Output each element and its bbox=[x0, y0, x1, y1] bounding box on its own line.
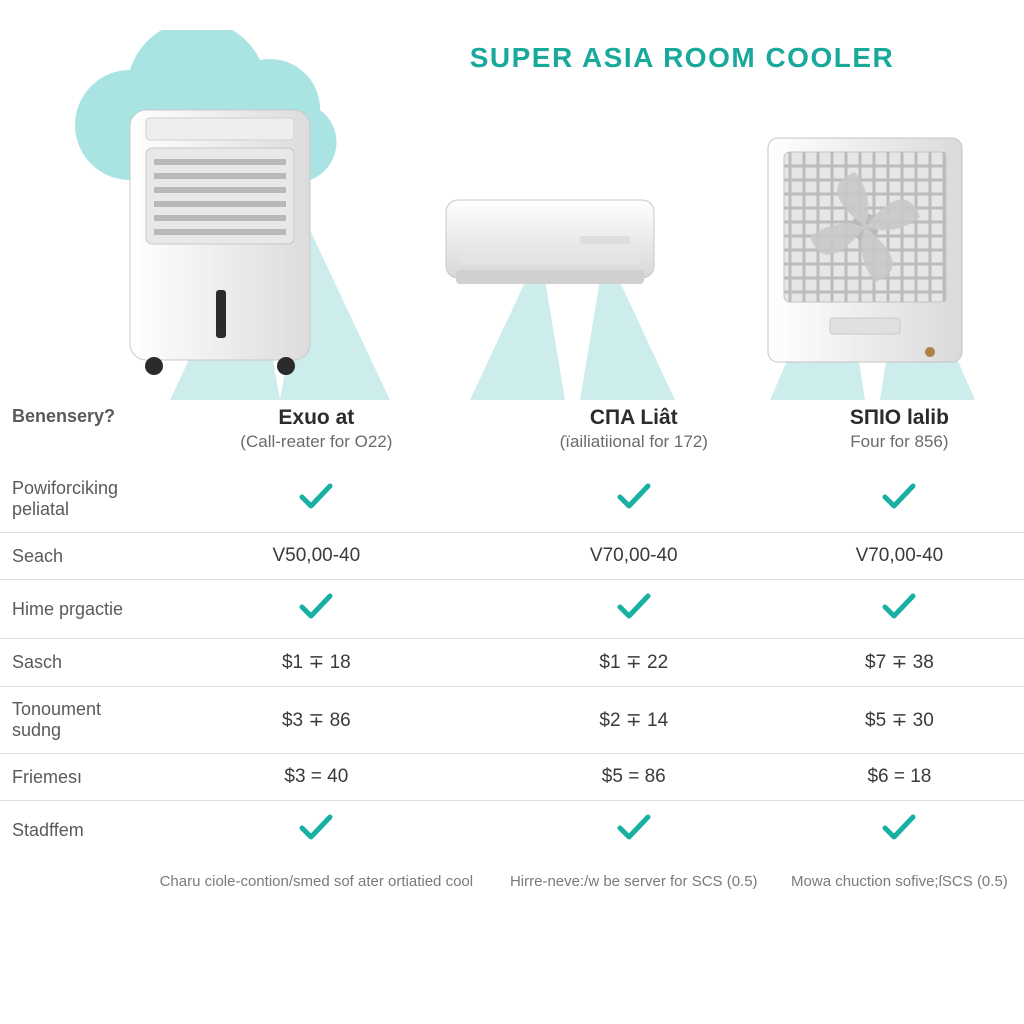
check-icon bbox=[882, 813, 916, 841]
row-label: Hime prgactie bbox=[0, 580, 140, 639]
row-label: Powiforciking peliatal bbox=[0, 466, 140, 533]
check-icon bbox=[617, 813, 651, 841]
product-row bbox=[0, 0, 1024, 390]
table-footnote-row: Charu ciole-contion/smed sof ater ortiat… bbox=[0, 859, 1024, 904]
table-cell: $5 ∓ 30 bbox=[775, 687, 1024, 754]
column-header: Exuo at (Call-reater for O22) bbox=[140, 390, 493, 466]
product-image-ac bbox=[440, 180, 660, 330]
column-title: CПA Liât bbox=[501, 406, 767, 430]
footnote-cell: Mowa chuction sofive;ſSCS (0.5) bbox=[775, 859, 1024, 904]
column-title: Exuo at bbox=[148, 406, 485, 430]
row-label: Stadffem bbox=[0, 801, 140, 860]
table-cell: $5 = 86 bbox=[493, 754, 775, 801]
row-label: Friemesı bbox=[0, 754, 140, 801]
row-label: Tonoument sudng bbox=[0, 687, 140, 754]
table-cell bbox=[140, 466, 493, 533]
table-row: Tonoument sudng$3 ∓ 86$2 ∓ 14$5 ∓ 30 bbox=[0, 687, 1024, 754]
table-cell: $3 ∓ 86 bbox=[140, 687, 493, 754]
column-subtitle: (ïailiatiional for 172) bbox=[501, 432, 767, 452]
column-subtitle: Four for 856) bbox=[783, 432, 1016, 452]
table-cell bbox=[140, 801, 493, 860]
table-cell: $2 ∓ 14 bbox=[493, 687, 775, 754]
table-cell bbox=[775, 801, 1024, 860]
check-icon bbox=[617, 482, 651, 510]
table-cell bbox=[140, 580, 493, 639]
table-cell: V70,00-40 bbox=[493, 533, 775, 580]
table-row: SeachV50,00-40V70,00-40V70,00-40 bbox=[0, 533, 1024, 580]
comparison-table: Benensery? Exuo at (Call-reater for O22)… bbox=[0, 390, 1024, 904]
check-icon bbox=[299, 592, 333, 620]
table-row: Hime prgactie bbox=[0, 580, 1024, 639]
table-cell: $7 ∓ 38 bbox=[775, 639, 1024, 687]
hero-section: SUPER ASIA ROOM COOLER bbox=[0, 0, 1024, 390]
check-icon bbox=[299, 813, 333, 841]
product-image-cooler bbox=[100, 90, 340, 380]
column-title: SПIO lalib bbox=[783, 406, 1016, 430]
column-header: SПIO lalib Four for 856) bbox=[775, 390, 1024, 466]
column-header: CПA Liât (ïailiatiional for 172) bbox=[493, 390, 775, 466]
table-cell: $3 = 40 bbox=[140, 754, 493, 801]
table-cell bbox=[775, 580, 1024, 639]
header-corner: Benensery? bbox=[0, 390, 140, 466]
table-cell: $1 ∓ 18 bbox=[140, 639, 493, 687]
footnote-cell: Hirre-neve:/w be server for SCS (0.5) bbox=[493, 859, 775, 904]
table-cell: V70,00-40 bbox=[775, 533, 1024, 580]
table-cell: $1 ∓ 22 bbox=[493, 639, 775, 687]
table-body: Powiforciking peliatalSeachV50,00-40V70,… bbox=[0, 466, 1024, 859]
check-icon bbox=[882, 482, 916, 510]
row-label: Seach bbox=[0, 533, 140, 580]
table-cell bbox=[493, 466, 775, 533]
table-cell: V50,00-40 bbox=[140, 533, 493, 580]
table-row: Friemesı$3 = 40$5 = 86$6 = 18 bbox=[0, 754, 1024, 801]
table-row: Stadffem bbox=[0, 801, 1024, 860]
table-cell bbox=[775, 466, 1024, 533]
table-row: Sasch$1 ∓ 18$1 ∓ 22$7 ∓ 38 bbox=[0, 639, 1024, 687]
row-label: Sasch bbox=[0, 639, 140, 687]
table-cell: $6 = 18 bbox=[775, 754, 1024, 801]
column-subtitle: (Call-reater for O22) bbox=[148, 432, 485, 452]
footnote-cell: Charu ciole-contion/smed sof ater ortiat… bbox=[140, 859, 493, 904]
product-image-boxfan bbox=[760, 120, 970, 380]
check-icon bbox=[299, 482, 333, 510]
table-cell bbox=[493, 801, 775, 860]
table-row: Powiforciking peliatal bbox=[0, 466, 1024, 533]
table-cell bbox=[493, 580, 775, 639]
table-header-row: Benensery? Exuo at (Call-reater for O22)… bbox=[0, 390, 1024, 466]
check-icon bbox=[617, 592, 651, 620]
check-icon bbox=[882, 592, 916, 620]
